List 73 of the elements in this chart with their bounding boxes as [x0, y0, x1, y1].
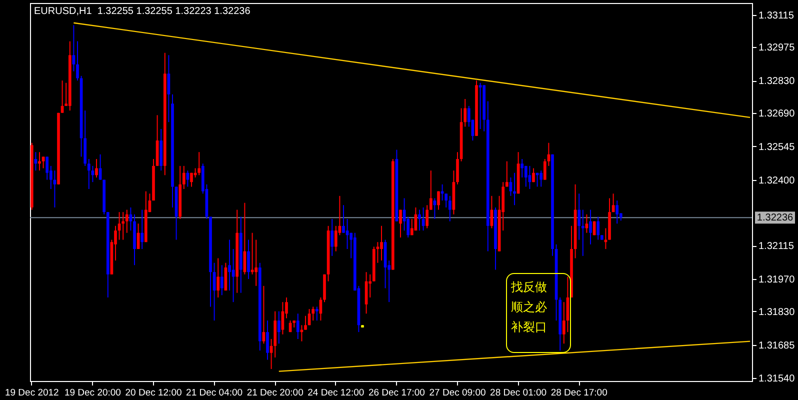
candlestick	[616, 200, 619, 224]
x-tick-label: 19 Dec 20:00	[64, 388, 121, 398]
y-tick-label: 1.32545	[758, 142, 796, 153]
candlestick	[216, 258, 220, 298]
candlestick	[312, 306, 315, 322]
candlestick	[198, 152, 201, 176]
x-tick-label: 21 Dec 04:00	[186, 388, 243, 398]
candlestick	[330, 218, 334, 256]
candlestick	[228, 239, 231, 292]
x-tick-label: 24 Dec 12:00	[308, 388, 364, 398]
y-tick-label: 1.32975	[758, 42, 796, 54]
candlestick	[505, 160, 508, 188]
candlestick	[578, 193, 581, 240]
y-tick-label: 1.32830	[758, 76, 796, 88]
x-tick-label: 27 Dec 09:00	[429, 388, 486, 398]
candlestick	[247, 239, 250, 280]
y-tick-label: 1.32115	[758, 241, 794, 252]
candlestick	[448, 195, 452, 222]
candlestick	[520, 158, 524, 178]
candlestick	[418, 209, 421, 232]
candlestick	[296, 313, 300, 340]
candlestick	[478, 82, 482, 130]
candlestick	[140, 209, 144, 250]
candlestick	[72, 24, 76, 72]
candlestick	[410, 218, 414, 236]
candlestick	[532, 168, 535, 183]
candlestick	[540, 170, 543, 188]
candlestick	[266, 320, 269, 360]
candlestick	[190, 172, 193, 188]
x-tick-label: 20 Dec 12:00	[125, 388, 182, 398]
candlestick	[38, 152, 41, 172]
candlestick	[262, 285, 266, 344]
chart-title: EURUSD,H1 1.32255 1.32255 1.32223 1.32236	[34, 6, 250, 17]
candlestick	[42, 156, 45, 169]
candlestick	[76, 40, 79, 82]
candlestick	[524, 165, 528, 188]
candlestick	[429, 170, 432, 210]
candlestick	[46, 156, 49, 180]
candlestick	[122, 212, 125, 240]
candlestick	[380, 225, 383, 262]
x-tick-label: 19 Dec 2012	[4, 388, 59, 398]
candlestick	[426, 204, 429, 229]
candlestick	[581, 209, 584, 256]
candlestick	[342, 204, 345, 234]
candlestick	[509, 176, 512, 196]
x-tick-label: 28 Dec 17:00	[550, 388, 608, 398]
y-tick-label: 1.31685	[758, 340, 796, 352]
y-tick-label: 1.31540	[758, 374, 796, 385]
candlestick	[304, 315, 307, 330]
candlestick	[125, 209, 128, 234]
y-tick-label: 1.32690	[758, 108, 796, 120]
ref-line-label: 1.32236	[756, 212, 794, 224]
y-tick-label: 1.33115	[758, 10, 794, 22]
candlestick	[399, 209, 402, 238]
candlestick	[437, 190, 440, 210]
candlestick	[456, 152, 459, 185]
x-tick-label: 26 Dec 17:00	[368, 388, 425, 398]
candlestick	[95, 158, 98, 178]
candlestick	[589, 209, 592, 245]
candlestick	[87, 158, 90, 190]
y-tick-label: 1.32400	[758, 175, 796, 186]
x-tick-label: 21 Dec 20:00	[246, 388, 304, 398]
candlestick	[277, 310, 280, 344]
x-tick-label: 28 Dec 01:00	[490, 388, 547, 398]
candlestick	[220, 264, 224, 296]
candlestick	[98, 154, 102, 180]
candlestick	[513, 172, 516, 206]
candlestick	[315, 306, 318, 322]
y-tick-label: 1.31970	[758, 274, 796, 286]
annotation: 找反做顺之必补裂口	[511, 279, 548, 336]
candlestick	[182, 165, 186, 190]
candlestick	[596, 216, 600, 240]
y-tick-label: 1.31830	[758, 306, 796, 318]
